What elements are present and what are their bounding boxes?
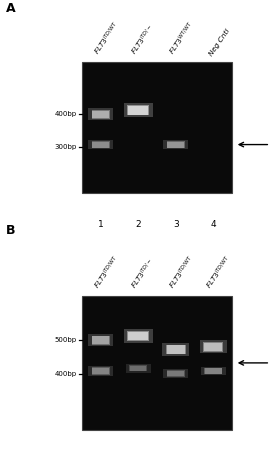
Text: 500bp: 500bp (54, 337, 76, 343)
Text: 4: 4 (210, 220, 216, 229)
Text: $FLT3^{ITD/WT}$: $FLT3^{ITD/WT}$ (204, 254, 235, 291)
Bar (128, 106, 148, 115)
Text: 3: 3 (173, 220, 179, 229)
Bar (91, 367, 110, 375)
Bar (91, 110, 110, 119)
Bar (88, 334, 113, 346)
Bar (82, 296, 232, 430)
Bar (168, 142, 184, 148)
Bar (166, 345, 186, 354)
Bar (203, 342, 223, 352)
Bar (204, 368, 222, 374)
Text: $FLT3^{ITD/WT}$: $FLT3^{ITD/WT}$ (167, 254, 197, 291)
Text: $FLT3^{ITD/-}$: $FLT3^{ITD/-}$ (129, 23, 158, 57)
Text: 2: 2 (135, 220, 141, 229)
Bar (88, 108, 113, 120)
Text: 400bp: 400bp (54, 371, 76, 376)
Bar (92, 368, 109, 374)
Bar (92, 142, 109, 148)
Bar (91, 336, 110, 345)
Bar (124, 103, 153, 117)
Bar (130, 366, 147, 371)
Bar (124, 329, 153, 343)
Text: $FLT3^{ITD/WT}$: $FLT3^{ITD/WT}$ (91, 254, 122, 291)
Text: 1: 1 (98, 220, 103, 229)
Text: $FLT3^{ITD/WT}$: $FLT3^{ITD/WT}$ (91, 19, 122, 57)
Bar (129, 365, 147, 371)
Bar (92, 337, 109, 344)
Text: Neg Cntl: Neg Cntl (208, 28, 231, 57)
Bar (162, 343, 189, 356)
Text: B: B (5, 224, 15, 237)
Bar (126, 364, 151, 372)
Bar (167, 346, 185, 353)
Text: 400bp: 400bp (54, 111, 76, 117)
Bar (82, 62, 232, 193)
Bar (205, 368, 222, 374)
Bar (204, 343, 222, 351)
Text: $FLT3^{WT/WT}$: $FLT3^{WT/WT}$ (167, 20, 197, 57)
Bar (200, 340, 227, 353)
Bar (88, 366, 113, 376)
Bar (201, 366, 226, 375)
Bar (127, 105, 149, 116)
Bar (128, 332, 148, 341)
Bar (163, 369, 188, 378)
Bar (163, 140, 188, 149)
Text: 300bp: 300bp (54, 144, 76, 150)
Text: $FLT3^{ITD/-}$: $FLT3^{ITD/-}$ (129, 257, 158, 291)
Text: A: A (5, 2, 15, 15)
Bar (167, 141, 185, 148)
Bar (127, 331, 149, 341)
Bar (91, 141, 110, 148)
Bar (168, 371, 184, 376)
Bar (88, 140, 113, 149)
Bar (167, 371, 185, 377)
Bar (92, 111, 109, 118)
